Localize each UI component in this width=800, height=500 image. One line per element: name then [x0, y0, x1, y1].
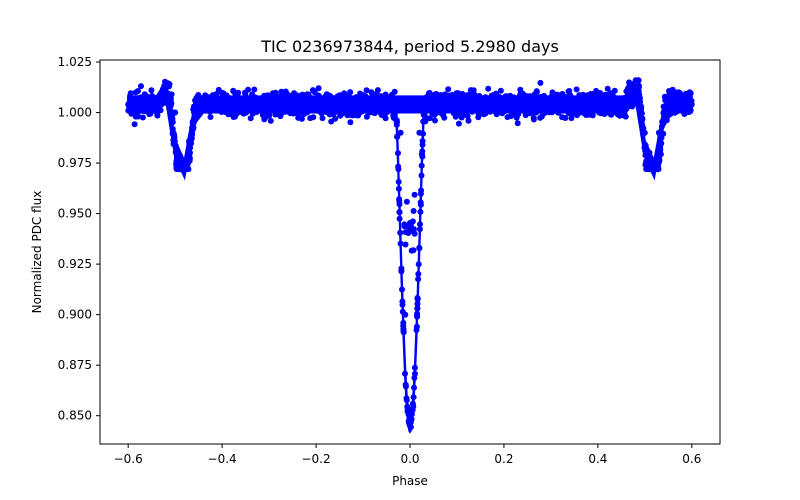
data-point: [391, 88, 398, 95]
x-tick-label: 0.2: [494, 452, 513, 466]
data-point: [504, 114, 511, 121]
data-point: [441, 114, 448, 121]
data-point: [251, 86, 258, 93]
data-point: [593, 87, 600, 94]
data-point: [363, 113, 370, 120]
data-point: [403, 198, 410, 205]
y-tick-label: 1.000: [58, 106, 92, 120]
x-tick-label: −0.4: [208, 452, 237, 466]
data-point: [465, 117, 472, 124]
data-point: [416, 129, 423, 136]
data-point: [262, 114, 269, 121]
data-point: [635, 77, 642, 84]
data-point: [247, 115, 254, 122]
x-axis-ticks: −0.6 −0.4 −0.2 0.0 0.2 0.4 0.6: [114, 444, 701, 466]
data-point: [530, 116, 537, 123]
y-axis-ticks: 0.850 0.875 0.900 0.925 0.950 0.975 1.000 1.025: [58, 55, 100, 423]
x-axis-label: Phase: [392, 474, 428, 488]
data-point: [475, 114, 482, 121]
data-point: [410, 208, 417, 214]
data-point: [139, 114, 146, 121]
data-point: [609, 90, 616, 97]
data-point: [132, 113, 139, 120]
data-point: [349, 112, 356, 119]
y-tick-label: 0.850: [58, 409, 92, 423]
y-tick-label: 1.025: [58, 55, 92, 69]
data-point: [626, 79, 633, 86]
data-point: [537, 79, 544, 86]
data-point: [604, 85, 611, 92]
data-point: [207, 114, 214, 120]
data-point: [568, 115, 575, 122]
data-point: [138, 83, 144, 90]
data-point: [573, 86, 580, 93]
data-point: [148, 87, 155, 94]
data-point: [402, 241, 409, 248]
x-tick-label: 0.6: [682, 452, 701, 466]
data-point: [311, 89, 318, 96]
data-point: [172, 109, 179, 116]
y-tick-label: 0.950: [58, 207, 92, 221]
data-point: [425, 90, 432, 97]
data-point: [131, 121, 138, 128]
data-point: [445, 86, 452, 93]
chart-title: TIC 0236973844, period 5.2980 days: [260, 37, 559, 56]
data-point: [328, 118, 335, 125]
data-point: [432, 117, 438, 124]
data-point: [669, 86, 676, 93]
y-tick-label: 0.975: [58, 156, 92, 170]
data-point: [368, 89, 375, 96]
data-point: [168, 91, 175, 98]
y-tick-label: 0.925: [58, 257, 92, 271]
data-point: [219, 89, 225, 96]
data-point: [135, 88, 141, 94]
light-curve-band: [127, 80, 693, 181]
data-point: [272, 89, 279, 96]
data-point: [687, 90, 694, 97]
data-point: [514, 120, 521, 127]
x-tick-label: −0.6: [114, 452, 143, 466]
data-point: [411, 191, 418, 198]
data-point: [559, 114, 566, 121]
data-point: [347, 119, 354, 126]
y-axis-label: Normalized PDC flux: [30, 191, 44, 314]
data-point: [232, 90, 239, 97]
data-point: [319, 115, 326, 122]
x-tick-label: 0.4: [588, 452, 607, 466]
data-point: [406, 228, 412, 235]
y-tick-label: 0.900: [58, 308, 92, 322]
y-tick-label: 0.875: [58, 358, 92, 372]
data-point: [310, 114, 317, 121]
data-point: [267, 117, 274, 124]
data-point: [315, 85, 322, 92]
data-point: [341, 90, 348, 97]
data-point: [565, 88, 572, 95]
eclipse-fill: [127, 80, 693, 434]
data-point: [470, 87, 477, 94]
data-point: [408, 247, 415, 254]
data-point: [242, 89, 248, 96]
data-point: [485, 85, 492, 92]
data-point: [455, 120, 462, 127]
light-curve-band: [395, 98, 426, 434]
data-point: [666, 92, 673, 99]
data-point: [411, 230, 418, 237]
x-tick-label: −0.2: [301, 452, 330, 466]
data-point: [497, 87, 504, 94]
data-point: [363, 87, 370, 94]
x-tick-label: 0.0: [400, 452, 419, 466]
data-point: [195, 92, 202, 98]
data-point: [291, 90, 298, 97]
data-point: [397, 129, 404, 136]
data-point: [405, 223, 412, 230]
data-point: [295, 114, 302, 121]
